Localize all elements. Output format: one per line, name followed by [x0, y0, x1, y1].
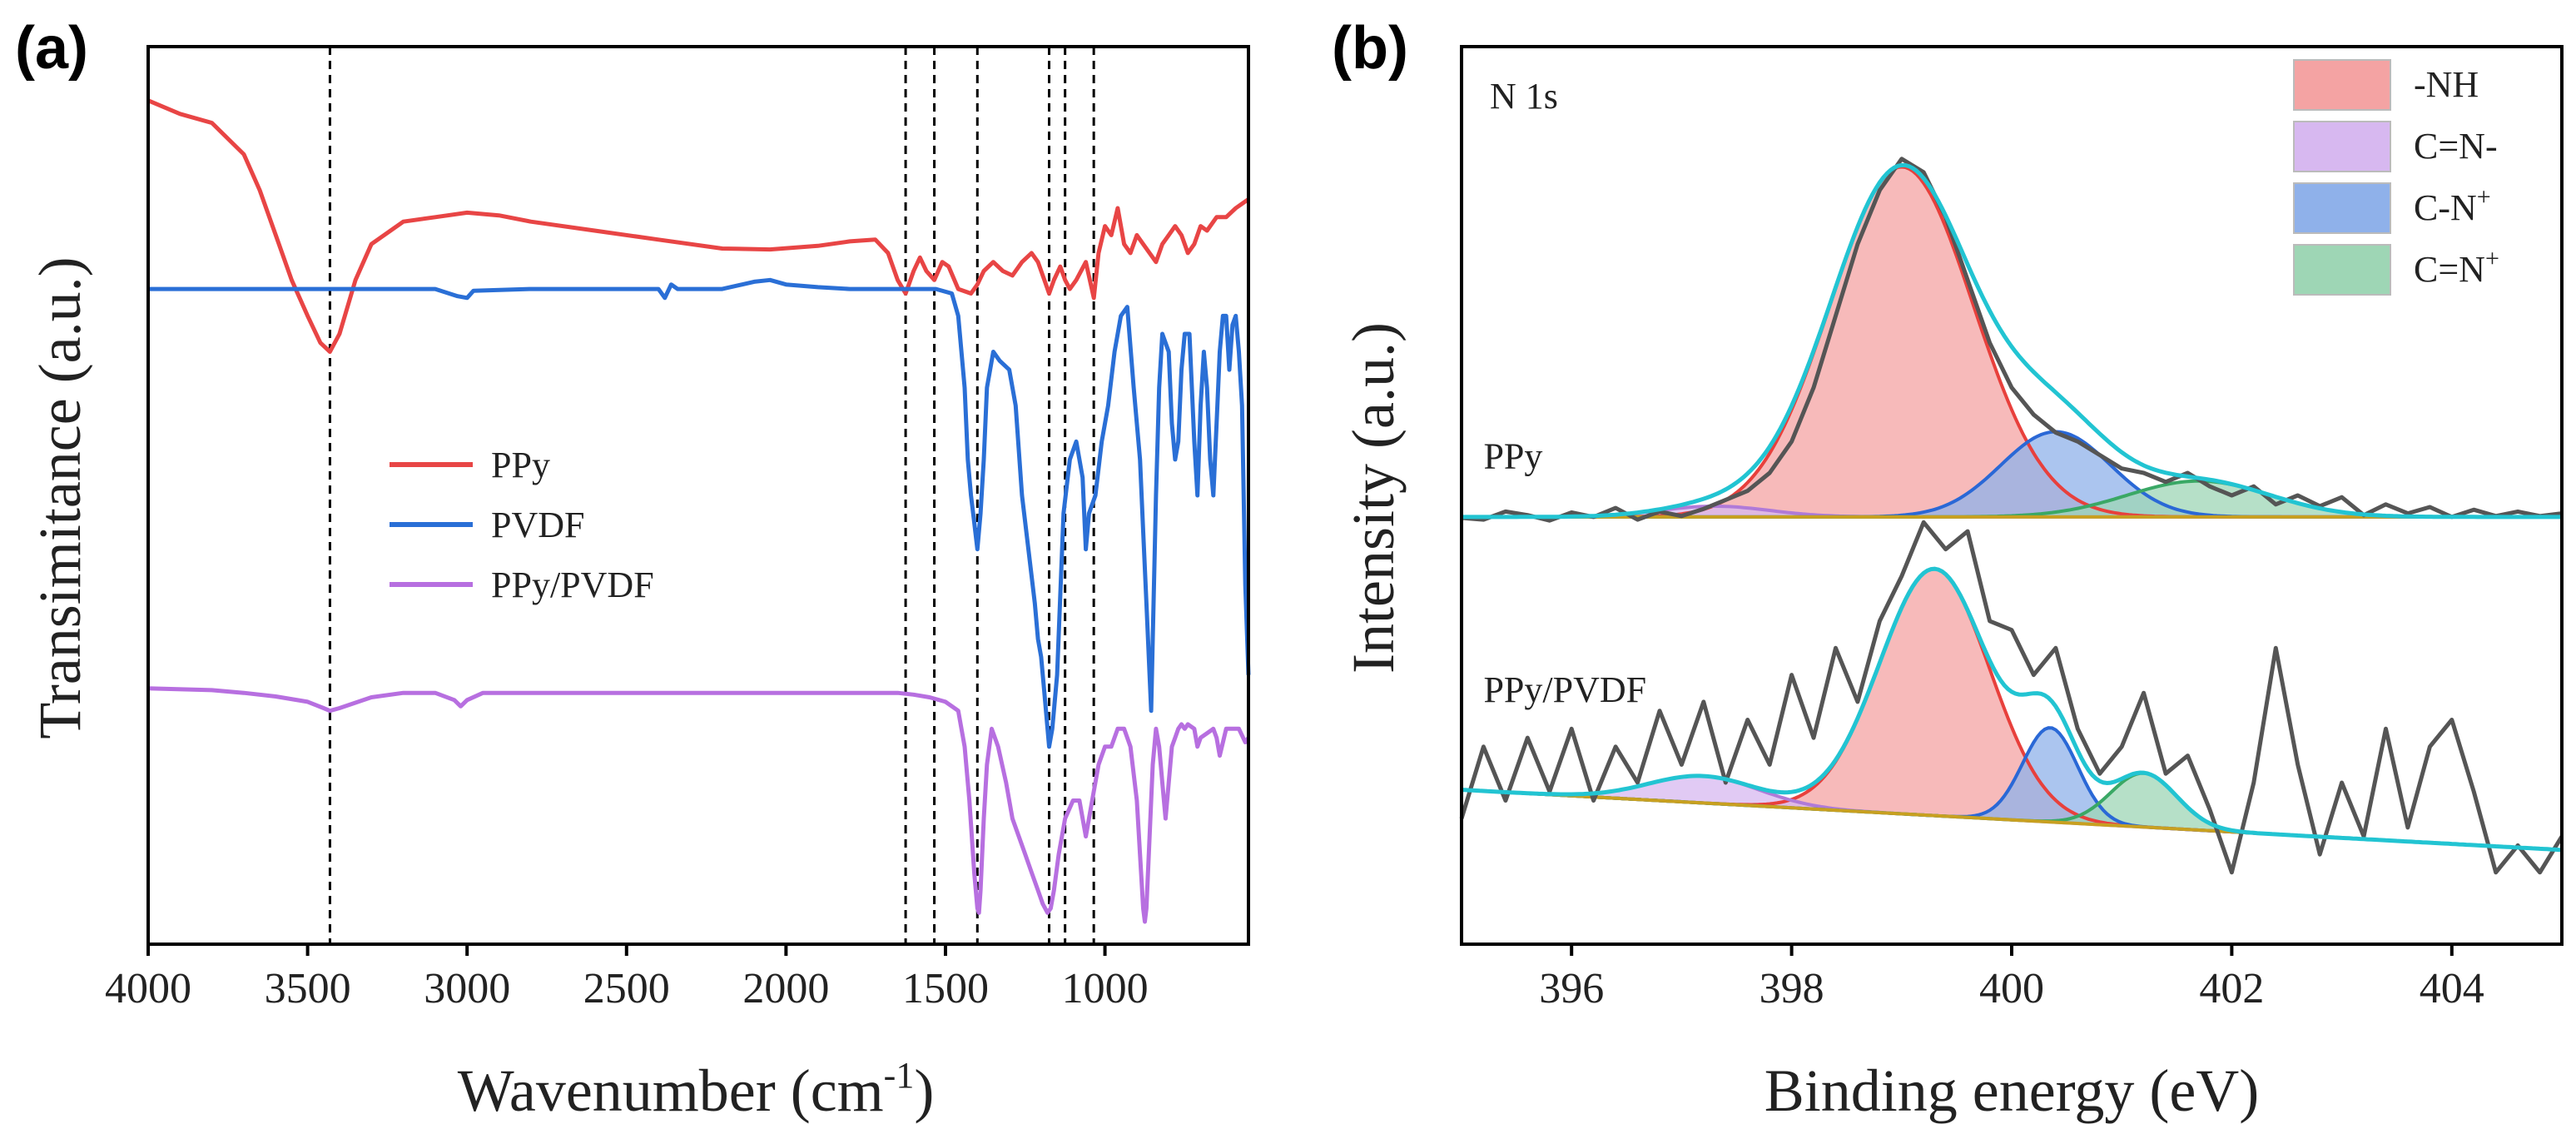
x-axis-title-text: Wavenumber (cm — [458, 1057, 884, 1124]
x-ticks-a: 4000 3500 3000 2500 2000 1500 1000 — [105, 944, 1149, 1012]
envelope-fit-line — [1461, 566, 2563, 853]
component-fill — [1462, 480, 2562, 517]
x-axis-title-a: Wavenumber (cm-1) — [458, 1055, 935, 1124]
component-fill — [1462, 775, 2562, 850]
x-tick-label: 398 — [1760, 965, 1824, 1012]
series-line-ppy — [147, 98, 1250, 354]
legend-swatch — [2293, 121, 2391, 172]
x-tick-label: 402 — [2199, 965, 2264, 1012]
y-axis-title-b: Intensity (a.u.) — [1340, 322, 1407, 674]
x-ticks-b: 396 398 400 402 404 — [1539, 944, 2484, 1012]
x-tick-label: 396 — [1539, 965, 1604, 1012]
series-line-ppy-pvdf — [147, 686, 1251, 924]
legend-label: -NH — [2414, 64, 2479, 105]
plot-frame-a — [146, 45, 1250, 946]
x-axis-title-close: ) — [914, 1057, 934, 1124]
legend-swatch — [2293, 59, 2391, 111]
raw-data-line — [1461, 157, 2563, 523]
legend-label: PVDF — [491, 505, 585, 545]
component-fill — [1462, 167, 2562, 517]
envelope-fit-line — [1462, 162, 2562, 520]
panel-label-a: (a) — [15, 15, 88, 82]
sample-label: PPy/PVDF — [1483, 669, 1646, 710]
x-tick-label: 400 — [1979, 965, 2044, 1012]
panel-label-b: (b) — [1332, 15, 1408, 82]
x-tick-label: 1500 — [902, 965, 989, 1012]
x-axis-title-sup: -1 — [884, 1055, 915, 1096]
x-tick-label: 1000 — [1062, 965, 1149, 1012]
legend-label: PPy/PVDF — [491, 565, 654, 605]
reference-lines — [328, 47, 1095, 944]
x-tick-label: 404 — [2420, 965, 2484, 1012]
x-axis-title-b: Binding energy (eV) — [1764, 1057, 2260, 1124]
sample-label: PPy — [1483, 436, 1542, 477]
x-tick-label: 3000 — [424, 965, 510, 1012]
component-fill — [1462, 431, 2562, 517]
annotation-n1s: N 1s — [1490, 76, 1558, 117]
legend-label: PPy — [491, 445, 550, 485]
legend-swatch — [2293, 182, 2391, 234]
series-line-pvdf — [148, 277, 1251, 749]
component-fill — [1462, 728, 2562, 850]
legend-label: C-N+ — [2414, 183, 2491, 228]
panel-a: (a) 4000 3500 3000 2500 2000 1500 1000 Transim… — [15, 15, 1251, 1124]
legend-label: C=N- — [2414, 126, 2498, 167]
legend-swatch — [2293, 244, 2391, 296]
x-tick-label: 4000 — [105, 965, 191, 1012]
legend-b: -NH C=N- C-N+ C=N+ — [2293, 59, 2499, 296]
xps-spectra: PPy PPy/PVDF — [1459, 157, 2564, 875]
x-tick-label: 2000 — [742, 965, 829, 1012]
component-fill — [1462, 505, 2562, 517]
ftir-series — [147, 98, 1251, 924]
x-tick-label: 2500 — [583, 965, 670, 1012]
legend-a: PPy PVDF PPy/PVDF — [390, 445, 654, 605]
x-tick-label: 3500 — [265, 965, 351, 1012]
panel-b: (b) PPy PPy/PVDF 396 398 400 402 404 Intensit… — [1332, 15, 2564, 1124]
y-axis-title-a: Transimitance (a.u.) — [27, 256, 93, 739]
raw-data-line — [1459, 520, 2564, 875]
legend-label: C=N+ — [2414, 245, 2499, 290]
